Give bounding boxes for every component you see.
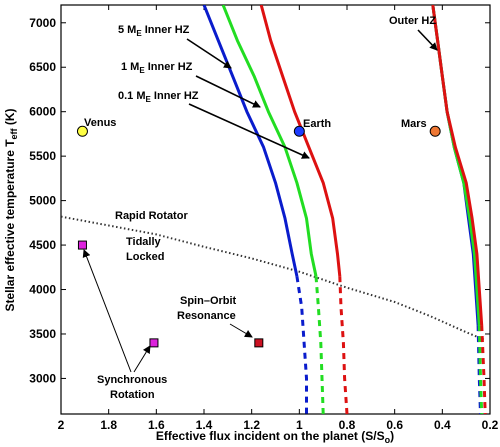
y-tick-label: 5000 xyxy=(29,194,56,208)
x-tick-label: 0.2 xyxy=(482,418,499,432)
annotation-rotation: Rotation xyxy=(110,389,155,401)
rapid-rotator-line xyxy=(61,215,486,342)
y-tick-label: 5500 xyxy=(29,149,56,163)
arrow-spin-orbit xyxy=(229,323,253,338)
series-dashed-5 xyxy=(480,325,487,414)
arrow-sync-1 xyxy=(82,249,132,373)
series-label-1me: 1 ME Inner HZ xyxy=(121,61,193,75)
series-dashed-4 xyxy=(477,325,484,414)
x-tick-label: 2 xyxy=(58,418,65,432)
annotation-tidally: Tidally xyxy=(126,236,162,248)
y-tick-labels: 3000 3500 4000 4500 5000 5500 6000 6500 7000 xyxy=(29,16,56,386)
square-marker-0 xyxy=(77,240,87,250)
series-label-outer-hz: Outer HZ xyxy=(389,15,436,27)
series-label-5me: 5 ME Inner HZ xyxy=(118,24,190,38)
rapid-rotator-boundary xyxy=(61,215,486,342)
annotation-locked: Locked xyxy=(126,251,165,263)
arrow-outer-hz xyxy=(417,29,438,51)
plot-frame xyxy=(60,4,491,415)
x-tick-label: 0.4 xyxy=(434,418,451,432)
axis-ticks xyxy=(60,5,491,414)
annotation-spin-orbit: Spin–Orbit xyxy=(180,295,237,307)
x-tick-label: 1.4 xyxy=(196,418,213,432)
y-axis-label: Stellar effective temperature Teff (K) xyxy=(3,108,19,311)
arrow-01me xyxy=(188,103,310,159)
series-line-2 xyxy=(259,5,342,277)
arrow-1me xyxy=(195,75,261,108)
series-dashed-2 xyxy=(338,276,349,414)
planet-label-venus: Venus xyxy=(84,117,116,129)
planet-marker-mars xyxy=(429,125,441,137)
planet-label-mars: Mars xyxy=(401,118,427,130)
annotation-resonance: Resonance xyxy=(177,310,236,322)
x-axis-label: Effective flux incident on the planet (S… xyxy=(156,429,394,445)
x-tick-label: 0.6 xyxy=(386,418,403,432)
series-line-5 xyxy=(431,5,484,326)
x-tick-label: 0.8 xyxy=(339,418,356,432)
square-marker-2 xyxy=(254,338,264,348)
y-tick-label: 6500 xyxy=(29,60,56,74)
y-tick-label: 6000 xyxy=(29,105,56,119)
y-tick-label: 3500 xyxy=(29,327,56,341)
annotation-synchronous: Synchronous xyxy=(97,374,167,386)
y-tick-label: 7000 xyxy=(29,16,56,30)
series-label-01me: 0.1 ME Inner HZ xyxy=(118,90,199,104)
planet-markers xyxy=(76,125,441,348)
planet-marker-venus xyxy=(76,125,88,137)
annotation-rapid-rotator: Rapid Rotator xyxy=(115,210,188,222)
square-marker-1 xyxy=(149,338,159,348)
y-tick-label: 4000 xyxy=(29,283,56,297)
y-tick-label: 4500 xyxy=(29,238,56,252)
x-tick-label: 1.6 xyxy=(148,418,165,432)
series-dashed-0 xyxy=(295,275,308,414)
y-tick-label: 3000 xyxy=(29,371,56,385)
x-tick-labels: 2 1.8 1.6 1.4 1.2 1 0.8 0.6 0.4 0.2 xyxy=(58,418,499,432)
arrow-5me xyxy=(186,38,232,69)
planet-marker-earth xyxy=(293,125,305,137)
series-line-0 xyxy=(202,5,299,277)
x-tick-label: 1.2 xyxy=(243,418,260,432)
arrow-sync-2 xyxy=(133,345,151,373)
x-tick-label: 1.8 xyxy=(100,418,117,432)
x-tick-label: 1 xyxy=(296,418,303,432)
series-dashed-1 xyxy=(314,276,325,414)
planet-label-earth: Earth xyxy=(303,118,331,130)
